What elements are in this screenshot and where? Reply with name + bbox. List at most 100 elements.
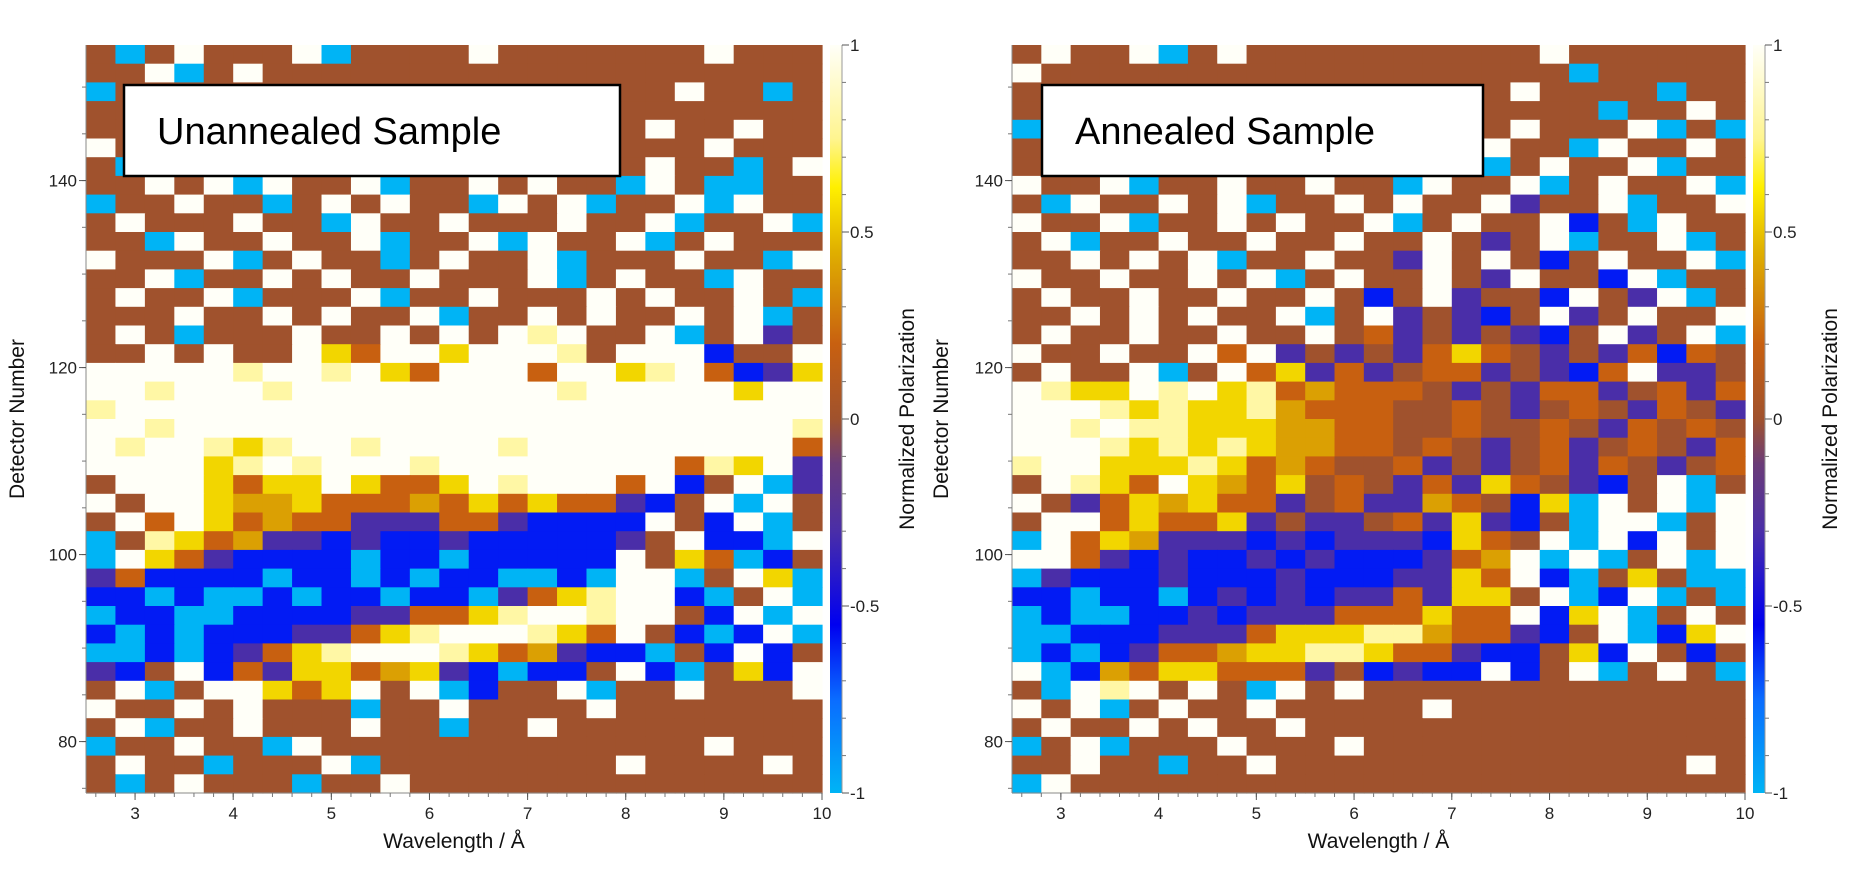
heatmap-cell: [1187, 475, 1218, 495]
heatmap-cell: [203, 288, 234, 308]
heatmap-cell: [1099, 587, 1130, 607]
heatmap-cell: [704, 213, 735, 233]
heatmap-cell: [704, 718, 735, 738]
heatmap-cell: [1363, 213, 1394, 233]
heatmap-cell: [674, 381, 705, 401]
heatmap-cell: [1481, 587, 1512, 607]
heatmap-cell: [321, 606, 352, 626]
heatmap-cell: [527, 699, 558, 719]
heatmap-cell: [1686, 437, 1717, 457]
heatmap-cell: [586, 493, 617, 514]
heatmap-cell: [86, 475, 117, 495]
heatmap-cell: [1510, 662, 1541, 682]
heatmap-cell: [733, 213, 764, 233]
heatmap-cell: [86, 381, 117, 401]
heatmap-cell: [1598, 437, 1629, 457]
heatmap-cell: [615, 587, 646, 607]
heatmap-cell: [557, 475, 588, 495]
heatmap-cell: [1070, 344, 1101, 364]
heatmap-cell: [704, 774, 735, 794]
heatmap-cell: [1451, 194, 1482, 214]
heatmap-cell: [498, 175, 529, 196]
heatmap-cell: [1275, 232, 1306, 252]
heatmap-cell: [1451, 250, 1482, 270]
heatmap-cell: [792, 400, 823, 420]
heatmap-cell: [1451, 493, 1482, 514]
heatmap-cell: [763, 232, 794, 252]
heatmap-cell: [733, 774, 764, 794]
heatmap-cell: [1070, 755, 1101, 775]
heatmap-cell: [86, 250, 117, 270]
heatmap-cell: [1158, 232, 1189, 252]
heatmap-cell: [1422, 736, 1453, 757]
heatmap-cell: [1012, 63, 1042, 83]
heatmap-cell: [1041, 45, 1072, 65]
heatmap-cell: [409, 774, 440, 794]
heatmap-cell: [615, 119, 646, 140]
heatmap-cell: [144, 419, 175, 439]
heatmap-cell: [1275, 419, 1306, 439]
heatmap-cell: [1539, 63, 1570, 83]
heatmap-cell: [615, 325, 646, 345]
heatmap-cell: [763, 269, 794, 289]
heatmap-cell: [350, 419, 381, 439]
heatmap-cell: [1686, 381, 1717, 401]
heatmap-cell: [1187, 606, 1218, 626]
heatmap-cell: [1539, 288, 1570, 308]
heatmap-cell: [615, 624, 646, 644]
heatmap-cell: [1422, 175, 1453, 196]
colorbar-tick-label: 0.5: [1773, 223, 1797, 242]
heatmap-cell: [1363, 400, 1394, 420]
heatmap-cell: [380, 306, 411, 327]
heatmap-cell: [262, 306, 293, 327]
heatmap-cell: [1393, 755, 1424, 775]
heatmap-cell: [262, 344, 293, 364]
heatmap-cell: [1510, 736, 1541, 757]
heatmap-cell: [1657, 475, 1687, 495]
heatmap-cell: [1129, 512, 1160, 532]
heatmap-cell: [1129, 680, 1160, 701]
heatmap-cell: [498, 288, 529, 308]
heatmap-cell: [233, 419, 264, 439]
heatmap-cell: [1099, 381, 1130, 401]
heatmap-cell: [1715, 63, 1746, 83]
heatmap-cell: [1334, 475, 1365, 495]
heatmap-cell: [1598, 250, 1629, 270]
heatmap-cell: [704, 587, 735, 607]
heatmap-cell: [1393, 568, 1424, 588]
heatmap-cell: [1569, 362, 1599, 383]
heatmap-cell: [1451, 288, 1482, 308]
heatmap-cell: [1305, 213, 1336, 233]
heatmap-cell: [439, 643, 470, 663]
heatmap-cell: [763, 606, 794, 626]
heatmap-cell: [704, 531, 735, 551]
heatmap-cell: [350, 493, 381, 514]
heatmap-cell: [1158, 288, 1189, 308]
heatmap-cell: [1334, 250, 1365, 270]
heatmap-cell: [1305, 718, 1336, 738]
heatmap-cell: [203, 512, 234, 532]
heatmap-cell: [498, 643, 529, 663]
heatmap-cell: [1481, 606, 1512, 626]
heatmap-cell: [1099, 718, 1130, 738]
heatmap-cell: [1246, 232, 1277, 252]
heatmap-cell: [292, 475, 323, 495]
heatmap-cell: [1129, 400, 1160, 420]
heatmap-cell: [1686, 419, 1717, 439]
heatmap-cell: [468, 643, 499, 663]
heatmap-cell: [1715, 531, 1746, 551]
heatmap-cell: [1627, 568, 1658, 588]
heatmap-cell: [674, 512, 705, 532]
heatmap-cell: [174, 587, 205, 607]
heatmap-cell: [763, 755, 794, 775]
heatmap-cell: [498, 606, 529, 626]
colorbar-tick-label: 0.5: [850, 223, 874, 242]
heatmap-cell: [1657, 531, 1687, 551]
heatmap-cell: [1158, 662, 1189, 682]
x-tick-label: 6: [425, 804, 434, 823]
heatmap-cell: [1569, 680, 1599, 701]
heatmap-cell: [233, 606, 264, 626]
heatmap-cell: [1598, 606, 1629, 626]
heatmap-cell: [1363, 175, 1394, 196]
heatmap-cell: [1510, 624, 1541, 644]
